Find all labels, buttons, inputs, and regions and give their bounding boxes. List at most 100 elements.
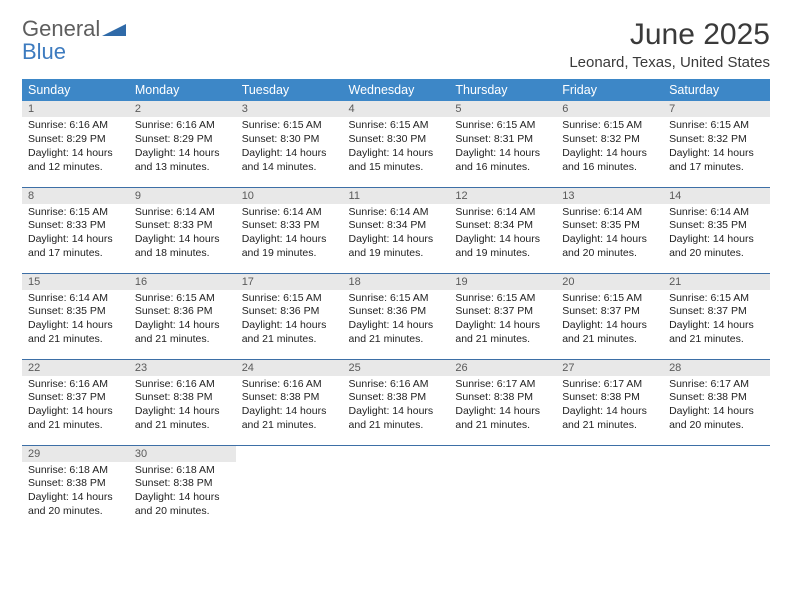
day-details: Sunrise: 6:14 AMSunset: 8:35 PMDaylight:…: [663, 204, 770, 265]
calendar-day-cell: 23Sunrise: 6:16 AMSunset: 8:38 PMDayligh…: [129, 359, 236, 445]
daylight-line: Daylight: 14 hours and 15 minutes.: [349, 147, 444, 175]
sunset-line: Sunset: 8:29 PM: [135, 133, 230, 147]
daylight-line: Daylight: 14 hours and 21 minutes.: [669, 319, 764, 347]
sunrise-line: Sunrise: 6:15 AM: [455, 292, 550, 306]
daylight-line: Daylight: 14 hours and 21 minutes.: [135, 405, 230, 433]
calendar-day-cell: 17Sunrise: 6:15 AMSunset: 8:36 PMDayligh…: [236, 273, 343, 359]
sunrise-line: Sunrise: 6:15 AM: [669, 119, 764, 133]
calendar-day-cell: 26Sunrise: 6:17 AMSunset: 8:38 PMDayligh…: [449, 359, 556, 445]
sunrise-line: Sunrise: 6:15 AM: [349, 292, 444, 306]
sunset-line: Sunset: 8:35 PM: [562, 219, 657, 233]
sunrise-line: Sunrise: 6:18 AM: [135, 464, 230, 478]
sunrise-line: Sunrise: 6:15 AM: [455, 119, 550, 133]
daylight-line: Daylight: 14 hours and 13 minutes.: [135, 147, 230, 175]
day-details: Sunrise: 6:15 AMSunset: 8:37 PMDaylight:…: [663, 290, 770, 351]
day-details: Sunrise: 6:15 AMSunset: 8:33 PMDaylight:…: [22, 204, 129, 265]
calendar-day-cell: 28Sunrise: 6:17 AMSunset: 8:38 PMDayligh…: [663, 359, 770, 445]
day-number: 26: [449, 360, 556, 376]
calendar-day-cell: 29Sunrise: 6:18 AMSunset: 8:38 PMDayligh…: [22, 445, 129, 531]
sunset-line: Sunset: 8:35 PM: [28, 305, 123, 319]
day-number: 5: [449, 101, 556, 117]
calendar-day-cell: 6Sunrise: 6:15 AMSunset: 8:32 PMDaylight…: [556, 101, 663, 187]
day-number: 10: [236, 188, 343, 204]
daylight-line: Daylight: 14 hours and 21 minutes.: [135, 319, 230, 347]
brand-triangle-icon: [102, 22, 126, 36]
day-details: Sunrise: 6:17 AMSunset: 8:38 PMDaylight:…: [449, 376, 556, 437]
day-number: 21: [663, 274, 770, 290]
day-details: Sunrise: 6:14 AMSunset: 8:33 PMDaylight:…: [236, 204, 343, 265]
calendar-week-row: 1Sunrise: 6:16 AMSunset: 8:29 PMDaylight…: [22, 101, 770, 187]
daylight-line: Daylight: 14 hours and 21 minutes.: [562, 319, 657, 347]
sunset-line: Sunset: 8:35 PM: [669, 219, 764, 233]
sunrise-line: Sunrise: 6:14 AM: [242, 206, 337, 220]
sunset-line: Sunset: 8:33 PM: [28, 219, 123, 233]
sunrise-line: Sunrise: 6:14 AM: [669, 206, 764, 220]
sunrise-line: Sunrise: 6:15 AM: [28, 206, 123, 220]
calendar-day-cell: [236, 445, 343, 531]
calendar-day-cell: 7Sunrise: 6:15 AMSunset: 8:32 PMDaylight…: [663, 101, 770, 187]
calendar-day-cell: 11Sunrise: 6:14 AMSunset: 8:34 PMDayligh…: [343, 187, 450, 273]
calendar-day-cell: 19Sunrise: 6:15 AMSunset: 8:37 PMDayligh…: [449, 273, 556, 359]
day-details: Sunrise: 6:15 AMSunset: 8:36 PMDaylight:…: [129, 290, 236, 351]
day-details: Sunrise: 6:15 AMSunset: 8:31 PMDaylight:…: [449, 117, 556, 178]
brand-general: General: [22, 16, 100, 41]
sunset-line: Sunset: 8:37 PM: [455, 305, 550, 319]
calendar-day-cell: [556, 445, 663, 531]
day-number: 11: [343, 188, 450, 204]
sunrise-line: Sunrise: 6:16 AM: [135, 378, 230, 392]
sunset-line: Sunset: 8:31 PM: [455, 133, 550, 147]
col-wednesday: Wednesday: [343, 79, 450, 101]
calendar-day-cell: 13Sunrise: 6:14 AMSunset: 8:35 PMDayligh…: [556, 187, 663, 273]
day-number: 7: [663, 101, 770, 117]
calendar-day-cell: 2Sunrise: 6:16 AMSunset: 8:29 PMDaylight…: [129, 101, 236, 187]
sunset-line: Sunset: 8:38 PM: [135, 391, 230, 405]
daylight-line: Daylight: 14 hours and 17 minutes.: [28, 233, 123, 261]
daylight-line: Daylight: 14 hours and 18 minutes.: [135, 233, 230, 261]
sunset-line: Sunset: 8:36 PM: [135, 305, 230, 319]
day-number: 15: [22, 274, 129, 290]
sunset-line: Sunset: 8:38 PM: [349, 391, 444, 405]
calendar-day-cell: 21Sunrise: 6:15 AMSunset: 8:37 PMDayligh…: [663, 273, 770, 359]
day-details: Sunrise: 6:16 AMSunset: 8:29 PMDaylight:…: [22, 117, 129, 178]
calendar-day-cell: 25Sunrise: 6:16 AMSunset: 8:38 PMDayligh…: [343, 359, 450, 445]
calendar-day-cell: 4Sunrise: 6:15 AMSunset: 8:30 PMDaylight…: [343, 101, 450, 187]
sunset-line: Sunset: 8:38 PM: [455, 391, 550, 405]
calendar-day-cell: 16Sunrise: 6:15 AMSunset: 8:36 PMDayligh…: [129, 273, 236, 359]
location-text: Leonard, Texas, United States: [569, 54, 770, 71]
day-details: Sunrise: 6:18 AMSunset: 8:38 PMDaylight:…: [22, 462, 129, 523]
calendar-day-cell: [343, 445, 450, 531]
calendar-day-cell: 15Sunrise: 6:14 AMSunset: 8:35 PMDayligh…: [22, 273, 129, 359]
page-title: June 2025: [569, 18, 770, 52]
sunrise-line: Sunrise: 6:15 AM: [242, 119, 337, 133]
calendar-day-cell: 10Sunrise: 6:14 AMSunset: 8:33 PMDayligh…: [236, 187, 343, 273]
col-sunday: Sunday: [22, 79, 129, 101]
sunset-line: Sunset: 8:38 PM: [669, 391, 764, 405]
calendar-day-cell: 1Sunrise: 6:16 AMSunset: 8:29 PMDaylight…: [22, 101, 129, 187]
day-details: Sunrise: 6:14 AMSunset: 8:34 PMDaylight:…: [343, 204, 450, 265]
day-number: 27: [556, 360, 663, 376]
sunset-line: Sunset: 8:30 PM: [242, 133, 337, 147]
daylight-line: Daylight: 14 hours and 14 minutes.: [242, 147, 337, 175]
day-details: Sunrise: 6:17 AMSunset: 8:38 PMDaylight:…: [663, 376, 770, 437]
daylight-line: Daylight: 14 hours and 19 minutes.: [242, 233, 337, 261]
day-details: Sunrise: 6:16 AMSunset: 8:29 PMDaylight:…: [129, 117, 236, 178]
calendar-day-cell: 30Sunrise: 6:18 AMSunset: 8:38 PMDayligh…: [129, 445, 236, 531]
sunset-line: Sunset: 8:37 PM: [562, 305, 657, 319]
brand-logo: General Blue: [22, 18, 126, 64]
calendar-day-cell: 27Sunrise: 6:17 AMSunset: 8:38 PMDayligh…: [556, 359, 663, 445]
day-number: 9: [129, 188, 236, 204]
calendar-day-cell: [449, 445, 556, 531]
daylight-line: Daylight: 14 hours and 20 minutes.: [28, 491, 123, 519]
col-thursday: Thursday: [449, 79, 556, 101]
sunset-line: Sunset: 8:32 PM: [669, 133, 764, 147]
sunset-line: Sunset: 8:34 PM: [349, 219, 444, 233]
sunrise-line: Sunrise: 6:17 AM: [669, 378, 764, 392]
calendar-week-row: 15Sunrise: 6:14 AMSunset: 8:35 PMDayligh…: [22, 273, 770, 359]
daylight-line: Daylight: 14 hours and 19 minutes.: [455, 233, 550, 261]
daylight-line: Daylight: 14 hours and 16 minutes.: [562, 147, 657, 175]
sunset-line: Sunset: 8:33 PM: [135, 219, 230, 233]
day-details: Sunrise: 6:17 AMSunset: 8:38 PMDaylight:…: [556, 376, 663, 437]
day-number: 14: [663, 188, 770, 204]
daylight-line: Daylight: 14 hours and 21 minutes.: [562, 405, 657, 433]
sunset-line: Sunset: 8:38 PM: [562, 391, 657, 405]
